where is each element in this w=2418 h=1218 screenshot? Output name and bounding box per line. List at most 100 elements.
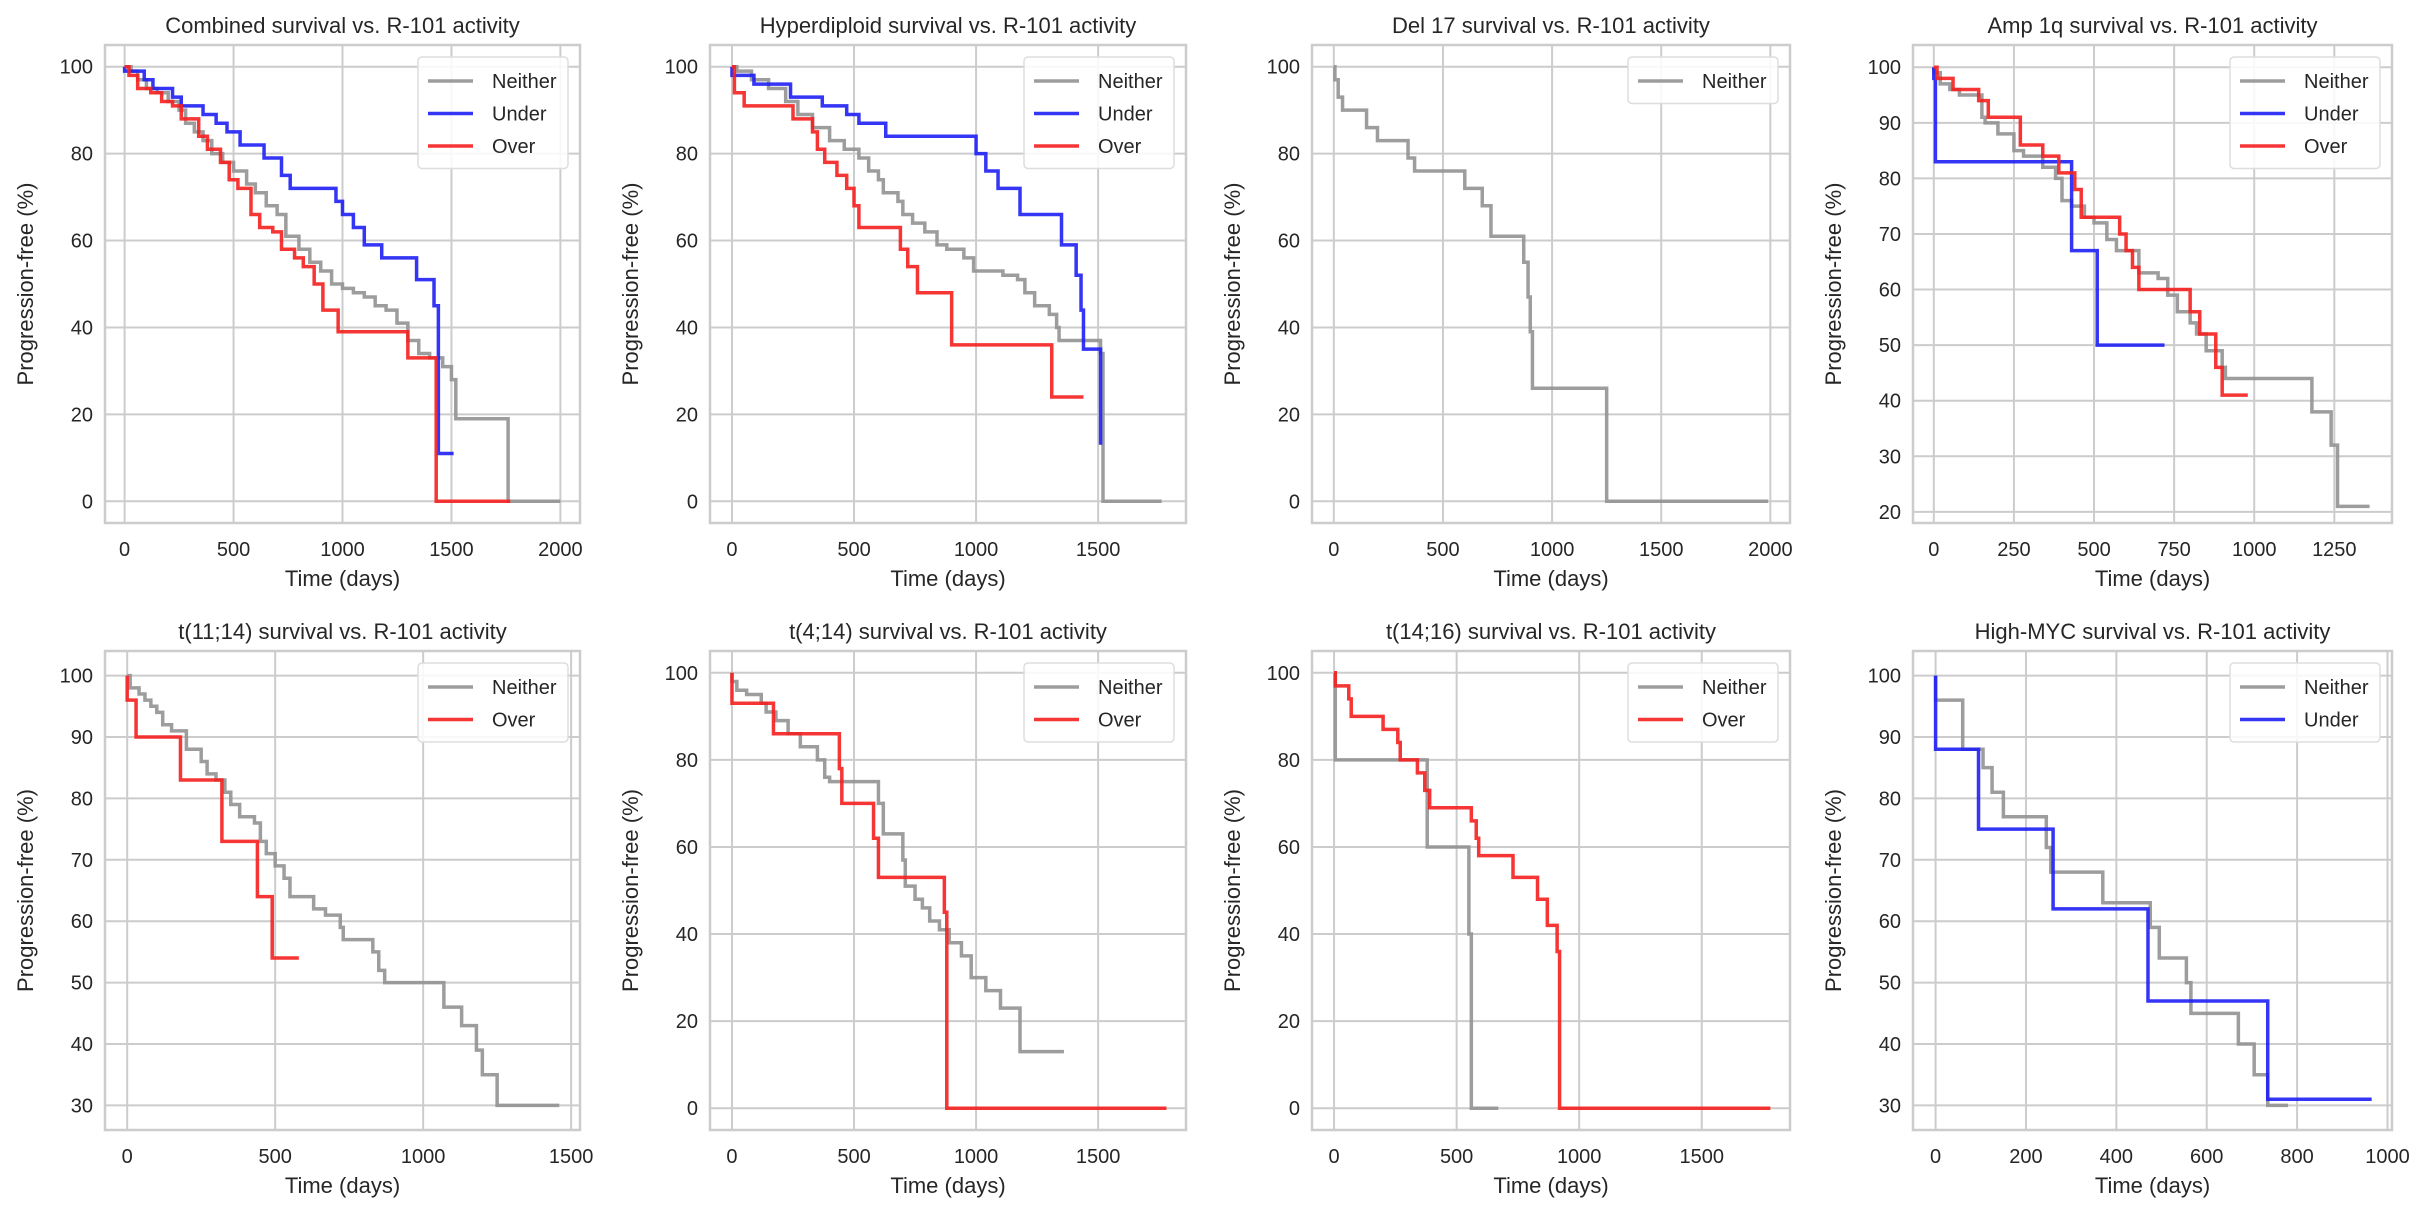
series-line-neither [1933,675,2289,1108]
series-line-under [1932,67,2165,347]
legend-label: Over [1702,710,1746,732]
y-tick-label: 20 [71,404,93,426]
chart-title: t(4;14) survival vs. R-101 activity [789,619,1107,644]
y-tick-label: 80 [1278,750,1300,772]
y-axis-label: Progression-free (%) [1220,183,1245,386]
y-tick-label: 70 [1879,850,1901,872]
legend-box [2229,662,2381,743]
x-tick-label: 0 [1928,539,1939,561]
y-tick-label: 80 [676,750,698,772]
legend-label: Over [492,136,536,158]
x-tick-label: 500 [1426,539,1459,561]
series-line-over [731,64,1084,399]
x-tick-label: 500 [1440,1146,1473,1168]
y-tick-label: 0 [1289,1098,1300,1120]
y-axis-label: Progression-free (%) [618,183,643,386]
x-tick-label: 1500 [1076,539,1121,561]
y-tick-label: 100 [665,663,698,685]
y-tick-label: 100 [1868,57,1901,79]
x-axis-label: Time (days) [1493,1173,1608,1198]
y-tick-label: 80 [1278,144,1300,166]
y-tick-label: 40 [1278,924,1300,946]
x-tick-label: 0 [1930,1146,1941,1168]
series-line-under [1933,675,2372,1102]
x-axis-label: Time (days) [285,566,400,591]
chart-panel-1: 0 500 1000 1500 2000 0 20 40 60 80 100 Combined sur… [13,13,583,591]
legend-label: Under [2304,710,2359,732]
y-tick-label: 40 [71,1034,93,1056]
series-line-over [124,64,511,504]
x-tick-label: 250 [1997,539,2030,561]
plot-area [1312,45,1790,523]
y-axis-label: Progression-free (%) [1821,183,1846,386]
x-tick-label: 1500 [429,539,474,561]
legend-label: Neither [492,71,557,93]
x-axis-label: Time (days) [890,1173,1005,1198]
y-tick-label: 50 [1879,973,1901,995]
axes-frame [103,43,582,525]
chart-title: t(14;16) survival vs. R-101 activity [1386,619,1716,644]
chart-panel-6: 0 500 1000 1500 0 20 40 60 80 100 t(4;14) survival… [618,619,1188,1198]
series-line-under [730,66,1103,445]
y-axis-label: Progression-free (%) [13,183,38,386]
x-tick-label: 1000 [1557,1146,1602,1168]
legend-label: Neither [1098,71,1163,93]
y-tick-label: 30 [1879,1095,1901,1117]
y-tick-label: 80 [71,788,93,810]
chart-title: High-MYC survival vs. R-101 activity [1975,619,2331,644]
y-tick-label: 60 [71,231,93,253]
x-tick-label: 1000 [2365,1146,2410,1168]
legend-label: Neither [1098,677,1163,699]
y-tick-label: 40 [1879,1034,1901,1056]
x-tick-label: 500 [217,539,250,561]
series-line-neither [127,673,560,1108]
legend-label: Neither [1702,71,1767,93]
x-tick-label: 0 [1328,1146,1339,1168]
legend-label: Under [2304,104,2359,126]
y-tick-label: 60 [1278,231,1300,253]
legend-box [1627,56,1779,105]
legend-label: Over [492,710,536,732]
series-line-over [1933,65,2248,397]
x-tick-label: 1250 [2312,539,2357,561]
x-tick-label: 500 [837,1146,870,1168]
x-tick-label: 200 [2009,1146,2042,1168]
legend-label: Over [2304,136,2348,158]
y-tick-label: 60 [676,837,698,859]
chart-panel-2: 0 500 1000 1500 0 20 40 60 80 100 Hyperdiploid sur… [618,13,1188,591]
legend: Neither Over [417,662,569,743]
y-tick-label: 60 [676,231,698,253]
axes-frame [103,649,582,1132]
y-axis-label: Progression-free (%) [13,789,38,992]
y-tick-label: 60 [71,911,93,933]
chart-panel-4: 0 250 500 750 1000 1250 20 30 40 50 60 70 80 90 100 Amp… [1821,13,2394,591]
y-tick-label: 0 [1289,491,1300,513]
x-tick-label: 0 [1328,539,1339,561]
y-tick-label: 100 [1267,663,1300,685]
series-line-neither [1333,64,1769,504]
y-tick-label: 90 [1879,113,1901,135]
y-tick-label: 40 [676,924,698,946]
y-tick-label: 40 [1879,391,1901,413]
y-tick-label: 60 [1278,837,1300,859]
x-tick-label: 1000 [954,539,999,561]
axes-frame [708,43,1188,525]
x-tick-label: 1000 [2232,539,2277,561]
y-axis-label: Progression-free (%) [1220,789,1245,992]
legend: Neither Over [1627,662,1779,743]
axes-frame [708,649,1188,1132]
chart-panel-5: 0 500 1000 1500 30 40 50 60 70 80 90 100 t(11;14) su… [13,619,593,1198]
x-tick-label: 400 [2100,1146,2133,1168]
series-line-over [730,672,1167,1110]
chart-title: Combined survival vs. R-101 activity [165,13,520,38]
x-tick-label: 600 [2190,1146,2223,1168]
x-tick-label: 500 [837,539,870,561]
x-tick-label: 800 [2280,1146,2313,1168]
y-tick-label: 20 [1278,404,1300,426]
legend-box [2229,56,2381,170]
x-tick-label: 500 [2077,539,2110,561]
x-tick-label: 1000 [320,539,365,561]
y-tick-label: 100 [665,57,698,79]
x-tick-label: 0 [122,1146,133,1168]
